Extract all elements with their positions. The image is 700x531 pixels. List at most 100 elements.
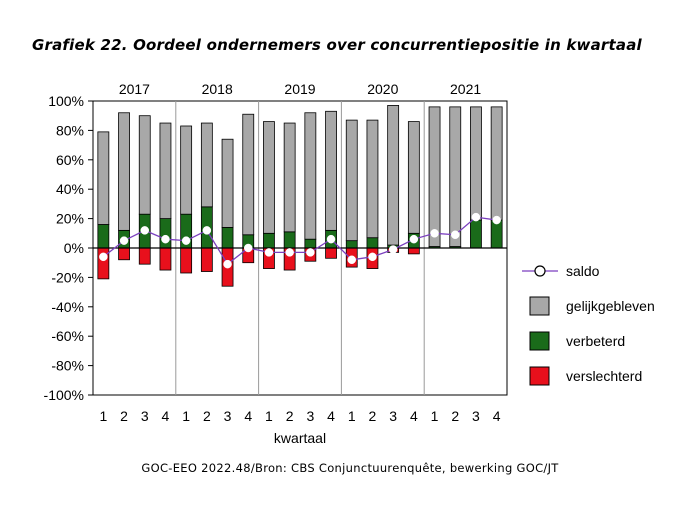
x-tick-label: 1 — [431, 408, 439, 424]
bar-gelijkgebleven — [221, 138, 234, 228]
bar-gelijkgebleven — [138, 115, 151, 215]
year-label: 2019 — [284, 81, 315, 97]
legend-label-gelijkgebleven: gelijkgebleven — [566, 298, 655, 314]
bar-gelijkgebleven — [449, 106, 462, 247]
saldo-point — [119, 236, 129, 245]
saldo-point — [451, 230, 460, 240]
x-tick-label: 4 — [327, 408, 335, 424]
saldo-point — [264, 248, 274, 257]
bar-gelijkgebleven — [200, 122, 213, 208]
bar-gelijkgebleven — [118, 112, 130, 231]
saldo-point — [430, 229, 439, 238]
x-tick-label: 2 — [203, 408, 211, 424]
saldo-point — [140, 226, 149, 235]
bar-verslechterd — [159, 247, 172, 271]
x-tick-label: 4 — [493, 408, 501, 424]
bar-gelijkgebleven — [407, 121, 420, 234]
x-tick-label: 2 — [286, 408, 294, 424]
saldo-point — [326, 234, 336, 244]
bar-verslechterd — [118, 247, 130, 261]
bar-verslechterd — [407, 247, 420, 255]
y-tick-label: 100% — [48, 93, 84, 109]
bar-gelijkgebleven — [387, 105, 400, 246]
bar-gelijkgebleven — [490, 106, 503, 221]
x-tick-label: 4 — [162, 408, 170, 424]
y-tick-label: -80% — [51, 358, 84, 374]
x-tick-label: 1 — [348, 408, 356, 424]
saldo-point — [368, 252, 377, 262]
bar-verbeterd — [97, 224, 110, 249]
x-tick-label: 4 — [244, 408, 252, 424]
bar-gelijkgebleven — [345, 119, 358, 242]
bar-verbeterd — [159, 218, 172, 249]
year-label: 2018 — [202, 81, 233, 97]
saldo-point — [181, 236, 191, 245]
bar-gelijkgebleven — [304, 112, 317, 240]
bar-verslechterd — [180, 247, 193, 274]
y-tick-label: -20% — [51, 269, 84, 285]
bar-verbeterd — [221, 227, 234, 249]
x-tick-label: 2 — [120, 408, 128, 424]
bar-verbeterd — [366, 237, 379, 249]
x-tick-label: 3 — [224, 408, 232, 424]
y-tick-label: 60% — [56, 152, 84, 168]
saldo-point — [306, 248, 315, 257]
legend-swatch-verslechterd — [529, 366, 550, 386]
bar-gelijkgebleven — [159, 122, 172, 220]
year-label: 2021 — [450, 81, 481, 97]
y-tick-label: 20% — [56, 211, 84, 227]
x-tick-label: 3 — [306, 408, 314, 424]
source-note: GOC-EEO 2022.48/Bron: CBS Conjunctuurenq… — [141, 461, 559, 475]
x-tick-label: 2 — [369, 408, 377, 424]
y-tick-label: -60% — [51, 328, 84, 344]
y-tick-label: 80% — [56, 122, 84, 138]
legend-swatch-gelijkgebleven — [529, 296, 550, 316]
bar-gelijkgebleven — [263, 121, 275, 234]
legend-swatch-verbeterd — [529, 331, 550, 351]
x-axis-label: kwartaal — [274, 430, 326, 446]
bar-gelijkgebleven — [428, 106, 441, 247]
legend-label-verbeterd: verbeterd — [566, 333, 625, 349]
year-label: 2017 — [119, 81, 150, 97]
bar-gelijkgebleven — [283, 122, 296, 233]
saldo-point — [471, 212, 481, 222]
bar-gelijkgebleven — [180, 125, 193, 215]
saldo-point — [347, 255, 356, 265]
x-tick-label: 3 — [472, 408, 480, 424]
saldo-point — [285, 248, 294, 257]
bar-gelijkgebleven — [366, 119, 379, 239]
x-tick-label: 4 — [410, 408, 418, 424]
y-tick-label: 40% — [56, 181, 84, 197]
bar-verslechterd — [138, 247, 151, 265]
saldo-point — [388, 245, 398, 254]
legend-saldo-marker — [534, 265, 546, 277]
saldo-point — [244, 243, 253, 253]
bar-gelijkgebleven — [325, 110, 337, 231]
y-tick-label: -40% — [51, 299, 84, 315]
legend-label-verslechterd: verslechterd — [566, 368, 642, 384]
year-label: 2020 — [367, 81, 398, 97]
bar-verbeterd — [263, 232, 275, 249]
bar-verslechterd — [325, 247, 337, 259]
x-tick-label: 2 — [451, 408, 459, 424]
bar-verbeterd — [345, 240, 358, 249]
y-tick-label: 0% — [64, 240, 84, 256]
saldo-point — [99, 252, 108, 262]
saldo-point — [492, 215, 501, 225]
saldo-point — [409, 234, 419, 244]
y-tick-label: -100% — [44, 387, 84, 403]
bar-verslechterd — [200, 247, 213, 272]
saldo-point — [161, 234, 170, 244]
bar-verbeterd — [470, 219, 482, 249]
x-tick-label: 3 — [141, 408, 149, 424]
x-tick-label: 1 — [99, 408, 107, 424]
bar-verbeterd — [283, 231, 296, 249]
legend-label-saldo: saldo — [566, 263, 600, 279]
bar-gelijkgebleven — [470, 106, 482, 221]
saldo-point — [223, 259, 232, 269]
saldo-point — [202, 226, 212, 235]
x-tick-label: 1 — [182, 408, 190, 424]
chart-title: Grafiek 22. Oordeel ondernemers over con… — [32, 36, 642, 54]
x-tick-label: 3 — [389, 408, 397, 424]
